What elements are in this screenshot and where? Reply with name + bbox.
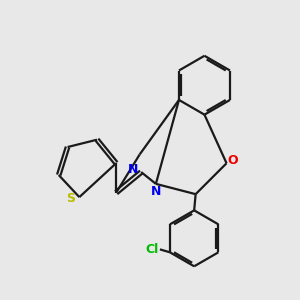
Text: Cl: Cl: [145, 243, 158, 256]
Text: N: N: [151, 185, 161, 198]
Text: N: N: [128, 163, 138, 176]
Text: S: S: [67, 192, 76, 205]
Text: O: O: [228, 154, 238, 167]
